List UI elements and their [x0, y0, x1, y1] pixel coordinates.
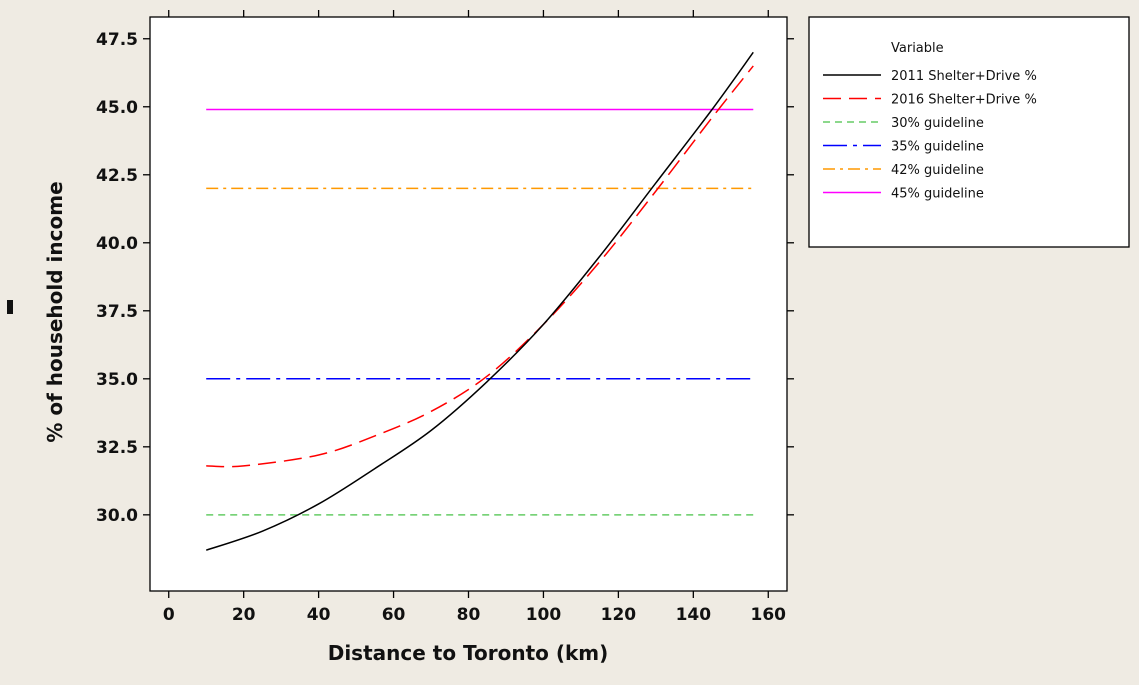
legend-label-0: 2011 Shelter+Drive %	[891, 69, 1037, 84]
series-line-0	[205, 51, 754, 551]
x-tick-label: 60	[382, 605, 406, 625]
y-tick-label: 37.5	[96, 302, 138, 322]
x-tick-label: 80	[457, 605, 481, 625]
x-tick-label: 140	[676, 605, 712, 625]
y-tick-label: 32.5	[96, 438, 138, 458]
x-tick-label: 40	[307, 605, 331, 625]
y-tick-label: 45.0	[96, 98, 138, 118]
x-tick-label: 0	[163, 605, 175, 625]
legend-title: Variable	[891, 41, 944, 56]
legend-label-1: 2016 Shelter+Drive %	[891, 93, 1037, 108]
edge-marker	[7, 300, 13, 314]
y-tick-label: 40.0	[96, 234, 138, 254]
plot-area	[149, 16, 788, 592]
x-axis-title: Distance to Toronto (km)	[328, 641, 609, 665]
legend-label-3: 35% guideline	[891, 140, 984, 155]
y-tick-label: 30.0	[96, 506, 138, 526]
legend-label-2: 30% guideline	[891, 116, 984, 131]
legend-box	[808, 16, 1130, 248]
y-axis-title: % of household income	[43, 181, 67, 442]
legend-label-5: 45% guideline	[891, 187, 984, 202]
x-tick-label: 120	[601, 605, 637, 625]
x-tick-label: 160	[751, 605, 787, 625]
x-tick-label: 20	[232, 605, 256, 625]
y-tick-label: 47.5	[96, 30, 138, 50]
series-line-1	[206, 65, 754, 468]
x-tick-label: 100	[526, 605, 562, 625]
legend-label-4: 42% guideline	[891, 163, 984, 178]
y-tick-label: 42.5	[96, 166, 138, 186]
y-tick-label: 35.0	[96, 370, 138, 390]
